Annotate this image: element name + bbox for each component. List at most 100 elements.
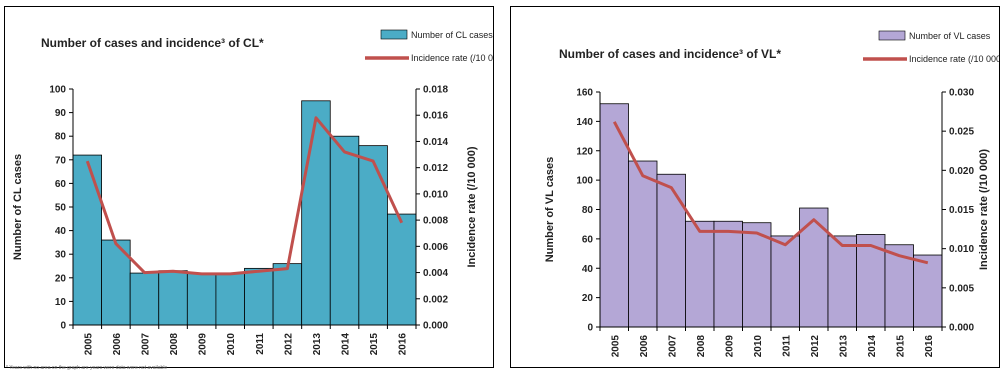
cl-bar-2012 (272, 263, 303, 326)
cl-y2-tick-label: 0.002 (423, 294, 448, 305)
cl-y-tick-label: 10 (55, 297, 67, 308)
cl-bar-2005 (72, 154, 102, 326)
vl-x-tick-label: 2014 (867, 335, 878, 358)
cl-x-tick-label: 2011 (255, 333, 266, 355)
cl-y2-tick-label: 0.012 (423, 163, 448, 174)
footnote: * Years with no area on the graph are ye… (6, 365, 168, 371)
cl-bar-2011 (244, 267, 274, 326)
vl-chart-title: Number of cases and incidence³ of VL* (559, 47, 781, 61)
vl-y2-tick-label: 0.030 (949, 88, 974, 99)
vl-y2-tick-label: 0.000 (949, 323, 974, 334)
vl-y-tick-label: 20 (582, 293, 594, 304)
vl-chart: Number of cases and incidence³ of VL* 0 20… (544, 30, 1004, 358)
cl-x-tick-label: 2012 (283, 333, 294, 356)
vl-y-tick-label: 60 (582, 234, 594, 245)
cl-y-tick-label: 30 (55, 250, 67, 261)
cl-y2-tick-label: 0.004 (423, 268, 448, 279)
vl-x-tick-label: 2007 (667, 335, 678, 358)
cl-x-tick-label: 2009 (198, 333, 209, 356)
cl-y-axis-label: Number of CL cases (12, 154, 24, 260)
vl-x-tick-label: 2012 (810, 335, 821, 358)
vl-bar-2008 (685, 220, 715, 328)
cl-y2-tick-label: 0.008 (423, 216, 448, 227)
vl-x-tick-label: 2011 (781, 335, 792, 357)
cl-y-tick-label: 20 (55, 273, 67, 284)
cl-legend-bar-swatch (380, 29, 408, 40)
cl-y-tick-label: 0 (60, 321, 66, 332)
cl-y-tick-label: 40 (55, 226, 67, 237)
cl-y-tick-label: 90 (55, 108, 67, 119)
vl-y2-tick-label: 0.025 (949, 127, 974, 138)
cl-bar-2010 (215, 272, 245, 326)
cl-y-tick-label: 100 (49, 85, 66, 96)
cl-bar-2007 (129, 272, 160, 326)
vl-bar-2016 (913, 254, 943, 328)
cl-x-tick-label: 2013 (312, 333, 323, 356)
cl-x-tick-label: 2015 (369, 333, 380, 356)
vl-chart-panel: Number of cases and incidence³ of VL* 0 20… (510, 6, 1004, 368)
vl-y2-tick-label: 0.010 (949, 244, 974, 255)
vl-legend-bar-swatch (878, 30, 906, 41)
vl-y-tick-label: 160 (576, 88, 593, 99)
cl-x-tick-label: 2010 (226, 333, 237, 356)
cl-x-tick-label: 2016 (398, 333, 409, 356)
vl-y2-tick-label: 0.015 (949, 205, 974, 216)
vl-bar-2012 (799, 207, 829, 328)
vl-x-tick-label: 2008 (696, 335, 707, 358)
vl-bar-2006 (628, 160, 658, 328)
cl-y-tick-label: 50 (55, 203, 67, 214)
vl-bar-2005 (599, 103, 629, 328)
cl-bar-2014 (329, 135, 360, 326)
cl-bar-2008 (158, 270, 188, 326)
cl-y2-tick-label: 0.018 (423, 85, 448, 96)
vl-y2-tick-label: 0.020 (949, 166, 974, 177)
cl-y2-tick-label: 0.000 (423, 321, 448, 332)
vl-y2-tick-label: 0.005 (949, 283, 974, 294)
vl-y-tick-label: 100 (576, 176, 593, 187)
cl-legend-bar-label: Number of CL cases (411, 30, 493, 40)
cl-y2-tick-label: 0.006 (423, 242, 448, 253)
vl-y-tick-label: 80 (582, 205, 594, 216)
cl-x-tick-label: 2007 (140, 333, 151, 356)
vl-x-tick-label: 2009 (724, 335, 735, 358)
vl-bar-2007 (656, 173, 686, 328)
cl-bar-2009 (186, 272, 217, 326)
cl-y-tick-label: 70 (55, 155, 67, 166)
vl-legend-line-label: Incidence rate (/10 000) (909, 54, 999, 64)
vl-y-tick-label: 140 (576, 117, 593, 128)
vl-x-tick-label: 2015 (895, 335, 906, 358)
cl-bar-2013 (301, 100, 331, 326)
cl-chart-title: Number of cases and incidence³ of CL* (41, 36, 264, 50)
vl-y2-axis-label: Incidence rate (/10 000) (978, 149, 990, 270)
cl-y2-axis-label: Incidence rate (/10 000) (466, 146, 478, 267)
vl-x-tick-label: 2010 (753, 335, 764, 358)
cl-x-tick-label: 2008 (169, 333, 180, 356)
cl-chart-panel: Number of cases and incidence³ of CL* 0 10… (4, 6, 506, 368)
cl-x-tick-label: 2006 (112, 333, 123, 356)
vl-y-axis-label: Number of VL cases (544, 157, 556, 263)
cl-y-tick-label: 80 (55, 132, 67, 143)
cl-x-tick-label: 2005 (83, 333, 94, 356)
vl-x-tick-label: 2006 (639, 335, 650, 358)
vl-y-tick-label: 120 (576, 146, 593, 157)
vl-x-tick-label: 2016 (924, 335, 935, 358)
cl-y2-tick-label: 0.014 (423, 137, 448, 148)
cl-legend-line-label: Incidence rate (/10 000) (411, 53, 493, 63)
cl-bar-2015 (358, 145, 388, 326)
vl-bar-2013 (827, 235, 857, 328)
vl-x-tick-label: 2005 (610, 335, 621, 358)
cl-bar-2016 (387, 213, 417, 326)
vl-y-tick-label: 0 (587, 323, 593, 334)
cl-y2-tick-label: 0.016 (423, 111, 448, 122)
vl-x-tick-label: 2013 (838, 335, 849, 358)
cl-x-tick-label: 2014 (341, 333, 352, 356)
vl-legend-bar-label: Number of VL cases (909, 31, 991, 41)
cl-chart: Number of cases and incidence³ of CL* 0 10… (12, 29, 506, 356)
vl-y-tick-label: 40 (582, 264, 594, 275)
cl-incidence-line (85, 116, 404, 276)
vl-incidence-line (612, 121, 929, 265)
cl-y2-tick-label: 0.010 (423, 189, 448, 200)
cl-y-tick-label: 60 (55, 179, 67, 190)
vl-bar-2009 (713, 220, 743, 328)
vl-bar-2011 (770, 235, 800, 328)
